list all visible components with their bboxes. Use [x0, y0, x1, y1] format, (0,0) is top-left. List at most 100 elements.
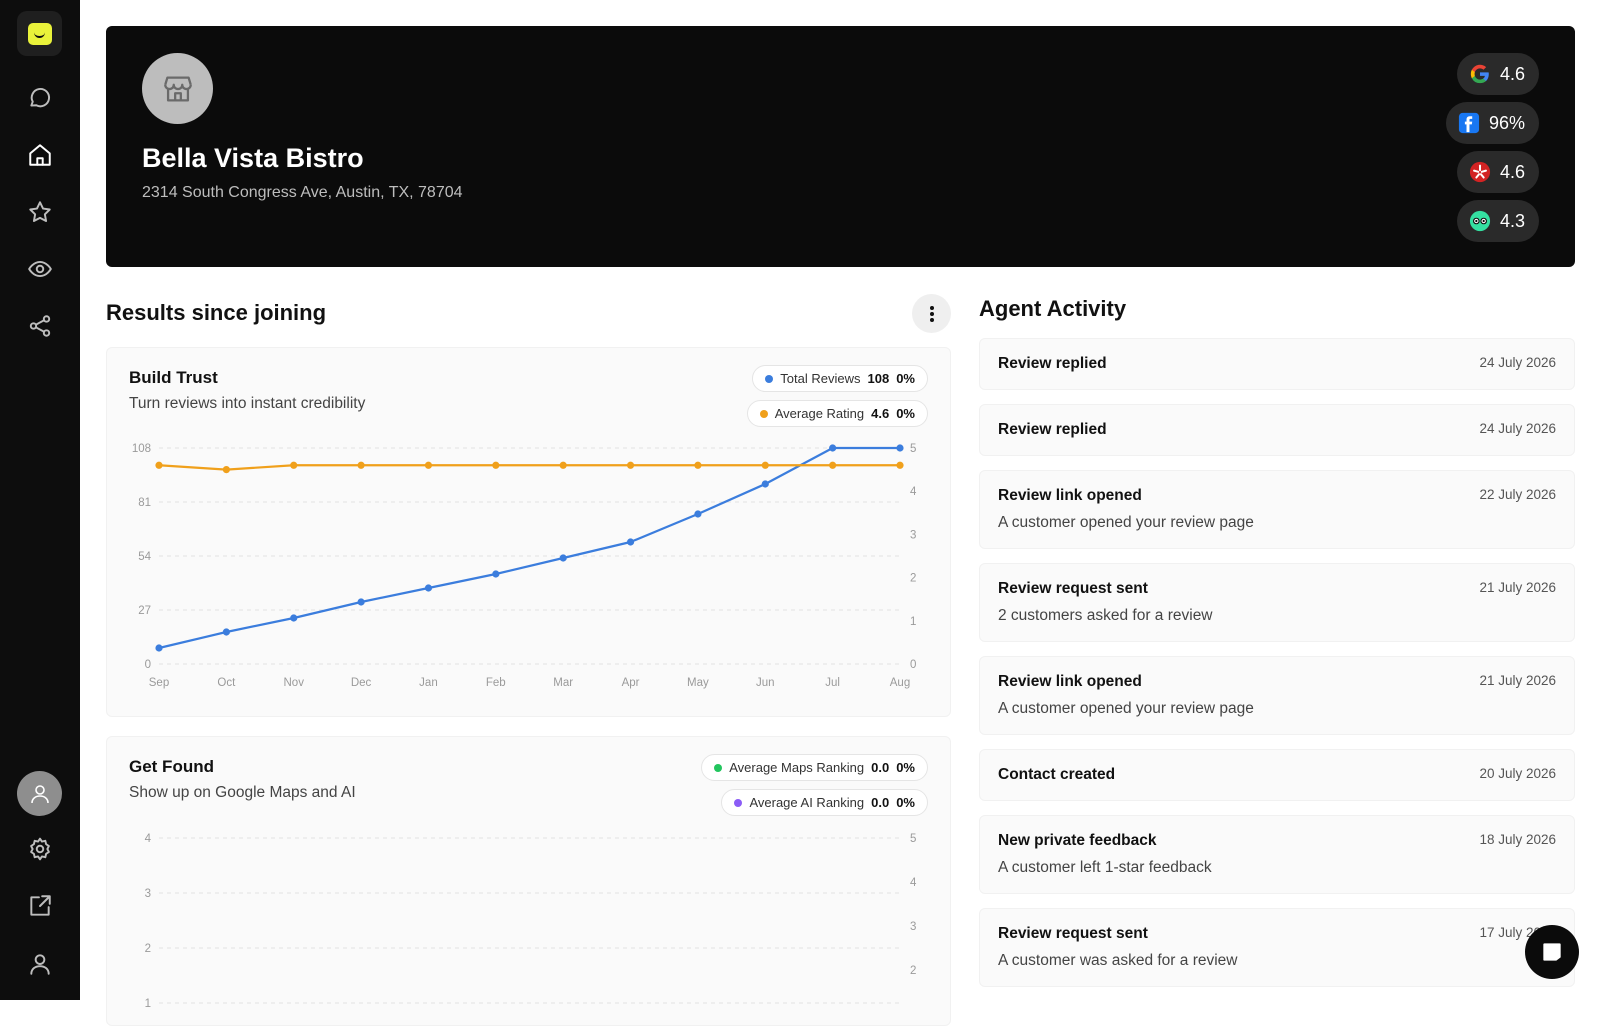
activity-item[interactable]: Review request sent 17 July 2026 A custome… — [979, 908, 1575, 987]
tripadvisor-rating[interactable]: 4.3 — [1456, 200, 1539, 242]
sidebar — [0, 0, 80, 1000]
activity-item[interactable]: Review replied 24 July 2026 — [979, 404, 1575, 456]
data-point — [424, 584, 433, 592]
storefront-icon — [163, 76, 192, 101]
legend-dot — [734, 798, 743, 807]
y-right-tick-label: 4 — [910, 486, 917, 498]
legend-value: 0.0 — [871, 795, 890, 810]
legend-label: Average AI Ranking — [749, 795, 865, 810]
yelp-icon — [1469, 161, 1491, 183]
facebook-icon — [1458, 112, 1480, 134]
activity-title: Review replied — [998, 421, 1107, 438]
star-icon — [29, 201, 51, 222]
home-icon — [29, 144, 51, 166]
facebook-rating-value: 96% — [1488, 112, 1525, 133]
data-point — [559, 554, 567, 562]
nav-account[interactable] — [26, 950, 54, 978]
activity-date: 21 July 2026 — [1479, 673, 1556, 688]
data-point — [761, 480, 769, 488]
y-right-tick-label: 1 — [910, 616, 916, 628]
activity-item[interactable]: Review request sent 21 July 2026 2 custome… — [979, 563, 1575, 642]
activity-date: 22 July 2026 — [1479, 487, 1556, 502]
x-tick-label: Apr — [622, 677, 640, 689]
person-icon — [30, 954, 50, 975]
chat-bubble-icon — [30, 88, 50, 108]
get-found-subtitle: Show up on Google Maps and AI — [129, 784, 356, 801]
x-tick-label: Mar — [553, 677, 573, 689]
x-tick-label: Feb — [486, 677, 506, 689]
data-point — [424, 461, 433, 469]
legend-change: 0% — [896, 371, 915, 386]
tripadvisor-icon — [1469, 210, 1491, 232]
activity-item[interactable]: Review replied 24 July 2026 — [979, 338, 1575, 390]
activity-title: Review link opened — [998, 673, 1142, 690]
get-found-card: Get Found Show up on Google Maps and AI … — [106, 736, 951, 1026]
data-point — [896, 461, 904, 469]
legend-value: 108 — [867, 371, 890, 386]
data-point — [559, 461, 567, 469]
activity-title: Review replied — [998, 355, 1107, 372]
activity-title: Review link opened — [998, 487, 1142, 504]
activity-item[interactable]: Review link opened 22 July 2026 A customer… — [979, 470, 1575, 549]
activity-description: A customer was asked for a review — [998, 952, 1238, 969]
activity-item[interactable]: Contact created 20 July 2026 — [979, 749, 1575, 801]
yelp-rating[interactable]: 4.6 — [1456, 151, 1539, 193]
data-point — [694, 510, 702, 518]
nav-home[interactable] — [26, 141, 54, 169]
build-trust-chart: 0 27 54 81 108 0 1 2 3 4 5 Sep Oct Nov Dec Jan Feb Mar Apr… — [132, 443, 917, 689]
y-right-tick-label: 5 — [910, 833, 916, 845]
data-point — [155, 644, 163, 652]
legend-label: Total Reviews — [780, 371, 861, 386]
legend-average-rating[interactable]: Average Rating 4.6 0% — [746, 400, 928, 427]
nav-settings[interactable] — [26, 835, 54, 863]
activity-item[interactable]: Review link opened 21 July 2026 A customer… — [979, 656, 1575, 735]
google-rating[interactable]: 4.6 — [1456, 53, 1539, 95]
x-tick-label: Dec — [351, 677, 372, 689]
data-point — [829, 461, 837, 469]
y-right-tick-label: 2 — [910, 573, 916, 585]
x-tick-label: Aug — [890, 677, 910, 689]
y-right-tick-label: 0 — [910, 659, 916, 671]
y-right-tick-label: 4 — [910, 877, 917, 889]
external-link-icon — [30, 895, 51, 916]
legend-ai-ranking[interactable]: Average AI Ranking 0.0 0% — [721, 789, 928, 816]
share-icon — [29, 315, 51, 337]
google-rating-value: 4.6 — [1499, 63, 1525, 84]
nav-external-link[interactable] — [26, 892, 54, 920]
x-tick-label: Oct — [217, 677, 236, 689]
results-title: Results since joining — [106, 300, 327, 325]
activity-title: Review request sent — [998, 925, 1148, 942]
legend-total-reviews[interactable]: Total Reviews 108 0% — [752, 365, 928, 392]
legend-change: 0% — [896, 795, 915, 810]
data-point — [357, 461, 365, 469]
app-logo[interactable] — [17, 11, 62, 56]
y-right-tick-label: 2 — [910, 965, 916, 977]
nav-share[interactable] — [26, 312, 54, 340]
y-left-tick-label: 54 — [138, 551, 151, 563]
activity-description: A customer opened your review page — [998, 514, 1254, 531]
y-right-tick-label: 3 — [910, 529, 916, 541]
nav-reviews[interactable] — [26, 198, 54, 226]
data-point — [290, 614, 298, 622]
build-trust-subtitle: Turn reviews into instant credibility — [129, 395, 366, 412]
user-avatar[interactable] — [17, 771, 62, 816]
data-point — [492, 461, 500, 469]
nav-messages[interactable] — [26, 84, 54, 112]
legend-value: 0.0 — [871, 760, 890, 775]
facebook-rating[interactable]: 96% — [1445, 102, 1539, 144]
series-line — [158, 446, 900, 650]
legend-label: Average Maps Ranking — [729, 760, 865, 775]
data-point — [222, 628, 230, 636]
activity-description: 2 customers asked for a review — [998, 607, 1213, 624]
chat-icon — [1543, 943, 1561, 961]
activity-item[interactable]: New private feedback 18 July 2026 A custom… — [979, 815, 1575, 894]
series-line — [158, 464, 900, 471]
legend-maps-ranking[interactable]: Average Maps Ranking 0.0 0% — [701, 754, 928, 781]
y-left-tick-label: 4 — [145, 833, 152, 845]
nav-visibility[interactable] — [26, 255, 54, 283]
more-options-button[interactable] — [912, 294, 951, 333]
chat-launcher-button[interactable] — [1525, 925, 1579, 979]
agent-activity-title: Agent Activity — [979, 296, 1127, 321]
legend-change: 0% — [896, 760, 915, 775]
activity-title: Review request sent — [998, 580, 1148, 597]
